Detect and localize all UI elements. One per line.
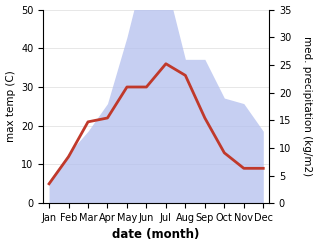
Y-axis label: max temp (C): max temp (C)	[5, 70, 16, 142]
Y-axis label: med. precipitation (kg/m2): med. precipitation (kg/m2)	[302, 36, 313, 176]
X-axis label: date (month): date (month)	[113, 228, 200, 242]
